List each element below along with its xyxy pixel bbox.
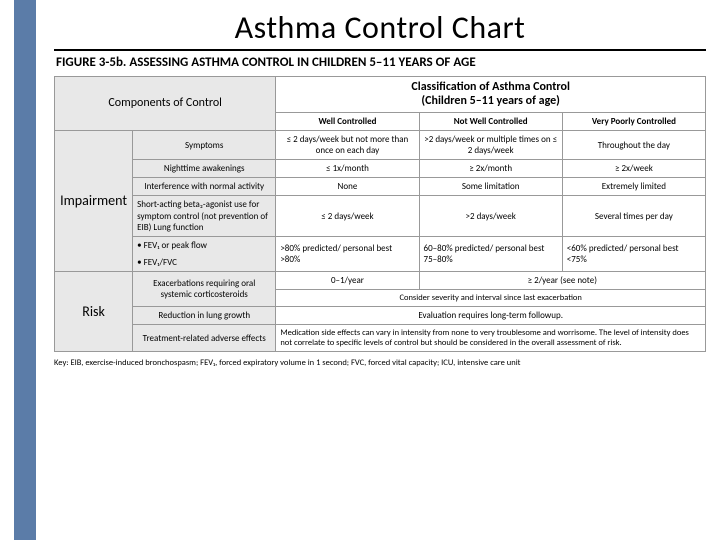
cell: 60–80% predicted/ personal best 75–80% <box>419 237 562 272</box>
page: Asthma Control Chart FIGURE 3-5b. ASSESS… <box>0 0 720 372</box>
hdr-components: Components of Control <box>55 77 276 131</box>
table-row: Reduction in lung growth Evaluation requ… <box>55 307 706 325</box>
cell: Evaluation requires long-term followup. <box>276 307 706 325</box>
cell: None <box>276 178 419 196</box>
lbl-fev: • FEV₁ or peak flow <box>137 240 271 251</box>
cell: <60% predicted/ personal best <box>567 243 701 254</box>
lbl-lung: Reduction in lung growth <box>133 307 276 325</box>
figure-subtitle: FIGURE 3-5b. ASSESSING ASTHMA CONTROL IN… <box>54 55 706 70</box>
cell: <60% predicted/ personal best <75% <box>562 237 705 272</box>
hdr-class-l2: (Children 5–11 years of age) <box>280 94 701 108</box>
cell: 60–80% predicted/ personal best <box>424 243 558 254</box>
lbl-symptoms: Symptoms <box>133 130 276 160</box>
table-row: Short-acting beta₂-agonist use for sympt… <box>55 196 706 237</box>
col-well: Well Controlled <box>276 112 419 130</box>
cell: 0–1/year <box>276 272 419 290</box>
cell: >2 days/week <box>419 196 562 237</box>
table-row: Treatment-related adverse effects Medica… <box>55 325 706 352</box>
cell: ≤ 1x/month <box>276 160 419 178</box>
cell: Medication side effects can vary in inte… <box>276 325 706 352</box>
col-not-well: Not Well Controlled <box>419 112 562 130</box>
cell: Several times per day <box>562 196 705 237</box>
table-row: Interference with normal activity None S… <box>55 178 706 196</box>
cell: Some limitation <box>419 178 562 196</box>
cell: 75–80% <box>424 254 558 265</box>
lbl-exac: Exacerbations requiring oral systemic co… <box>133 272 276 307</box>
cell: Extremely limited <box>562 178 705 196</box>
table-row: Impairment Symptoms ≤ 2 days/week but no… <box>55 130 706 160</box>
cell: ≤ 2 days/week but not more than once on … <box>276 130 419 160</box>
cat-risk: Risk <box>55 272 133 352</box>
cell: >80% predicted/ personal best >80% <box>276 237 419 272</box>
cell: >2 days/week or multiple times on ≤ 2 da… <box>419 130 562 160</box>
cat-impairment: Impairment <box>55 130 133 271</box>
page-title: Asthma Control Chart <box>54 8 706 51</box>
cell: Throughout the day <box>562 130 705 160</box>
col-very-poor: Very Poorly Controlled <box>562 112 705 130</box>
cell: ≥ 2/year (see note) <box>419 272 705 290</box>
exac-note: Consider severity and interval since las… <box>276 290 706 307</box>
lbl-fvc: • FEV₁/FVC <box>137 257 271 268</box>
lbl-adverse: Treatment-related adverse effects <box>133 325 276 352</box>
accent-bar <box>14 0 36 540</box>
cell: >80% predicted/ personal best <box>280 243 414 254</box>
cell: <75% <box>567 254 701 265</box>
table-row: Components of Control Classification of … <box>55 77 706 113</box>
table-row: Nighttime awakenings ≤ 1x/month ≥ 2x/mon… <box>55 160 706 178</box>
lbl-interf: Interference with normal activity <box>133 178 276 196</box>
table-row: Risk Exacerbations requiring oral system… <box>55 272 706 290</box>
cell: ≥ 2x/week <box>562 160 705 178</box>
lbl-saba: Short-acting beta₂-agonist use for sympt… <box>133 196 276 237</box>
cell: ≤ 2 days/week <box>276 196 419 237</box>
cell: ≥ 2x/month <box>419 160 562 178</box>
lbl-fev-fvc: • FEV₁ or peak flow • FEV₁/FVC <box>133 237 276 272</box>
cell: >80% <box>280 254 414 265</box>
hdr-classification: Classification of Asthma Control (Childr… <box>276 77 706 113</box>
lbl-night: Nighttime awakenings <box>133 160 276 178</box>
control-table: Components of Control Classification of … <box>54 76 706 352</box>
table-row: • FEV₁ or peak flow • FEV₁/FVC >80% pred… <box>55 237 706 272</box>
key-legend: Key: EIB, exercise-induced bronchospasm;… <box>54 358 706 368</box>
hdr-class-l1: Classification of Asthma Control <box>280 80 701 94</box>
